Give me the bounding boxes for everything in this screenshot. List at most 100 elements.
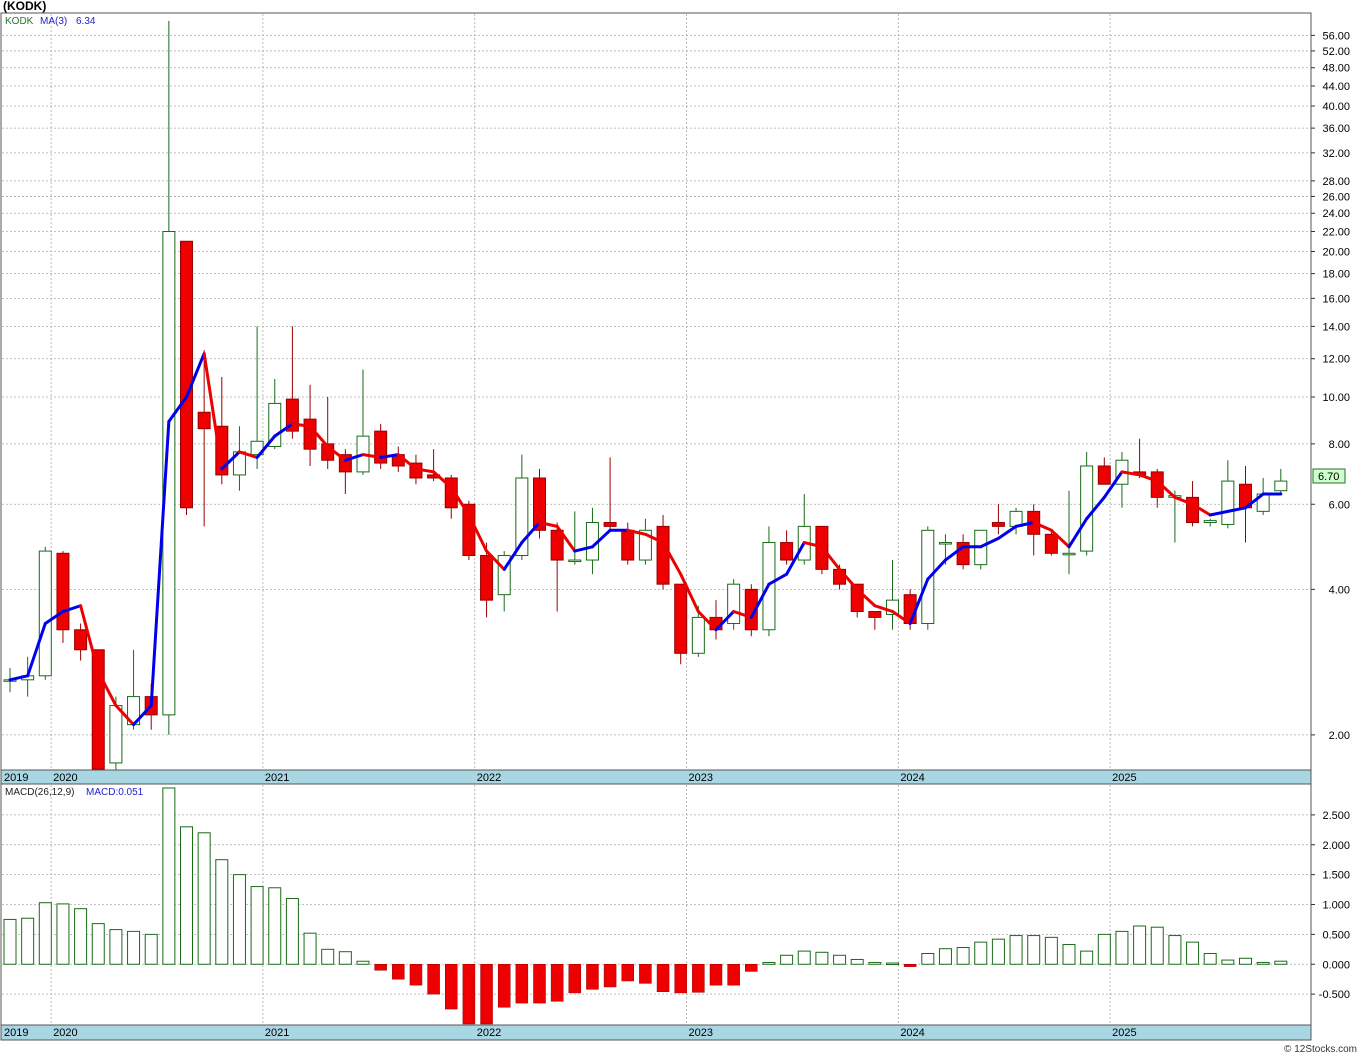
ma-segment — [520, 521, 541, 545]
macd-bar — [38, 902, 52, 965]
macd-bar — [480, 964, 493, 1025]
macd-bar — [232, 874, 246, 965]
candle — [780, 530, 794, 565]
macd-bar — [1168, 935, 1182, 965]
ma-segment — [290, 422, 312, 428]
candle — [638, 518, 652, 565]
macd-bar — [56, 903, 70, 965]
candle — [1009, 507, 1023, 535]
price-tick-label: 26.00 — [1322, 191, 1350, 203]
price-panel-frame — [0, 12, 1312, 785]
candle — [462, 500, 476, 561]
macd-bar — [1133, 925, 1147, 965]
ma-segment — [573, 545, 594, 553]
ma-segment — [485, 549, 506, 571]
candle-body — [868, 610, 882, 618]
ma-segment — [414, 467, 436, 474]
macd-bar — [356, 960, 370, 965]
macd-bar — [903, 964, 917, 967]
candle — [480, 542, 494, 618]
macd-bar — [392, 964, 405, 980]
ma-segment — [820, 545, 842, 571]
macd-bar — [727, 964, 740, 986]
candle-body — [1221, 480, 1235, 525]
ma-segment — [114, 704, 136, 727]
ma-segment — [732, 609, 753, 619]
price-tick-label: 8.00 — [1329, 439, 1350, 451]
ma-segment — [943, 545, 965, 562]
macd-bar — [1062, 944, 1076, 965]
candle-body — [656, 525, 670, 585]
ma-segment — [1155, 479, 1177, 499]
candle — [744, 584, 758, 637]
price-tick-label: 52.00 — [1322, 46, 1350, 58]
ma-segment — [1208, 509, 1230, 517]
price-tick-label: 24.00 — [1322, 208, 1350, 220]
macd-bar — [886, 962, 899, 966]
ma-segment — [1138, 473, 1159, 483]
macd-bar — [1239, 957, 1252, 965]
ma-segment — [538, 521, 559, 528]
price-tick-label: 32.00 — [1322, 148, 1350, 160]
macd-bar — [674, 964, 687, 994]
macd-tick-label: 2.000 — [1322, 840, 1350, 852]
macd-bar — [974, 941, 988, 965]
candle-body — [568, 559, 582, 563]
ma-segment — [661, 541, 683, 576]
ma-segment — [379, 453, 400, 459]
candle-body — [621, 529, 635, 561]
candle — [533, 468, 546, 539]
candle — [1150, 468, 1164, 508]
ma-segment — [926, 558, 947, 581]
last-price-label: 6.70 — [1318, 471, 1339, 483]
macd-bar — [1044, 936, 1058, 965]
ma-segment — [26, 621, 47, 678]
candle — [991, 504, 1005, 535]
candle — [1044, 530, 1058, 556]
candle — [515, 454, 529, 561]
ma-segment — [838, 567, 859, 591]
ma-segment — [555, 524, 577, 553]
candle-body — [374, 430, 388, 464]
price-x-axis: 2019 2020 2021 2022 2023 2024 2025 — [4, 772, 1137, 784]
macd-bar — [868, 961, 882, 965]
price-year-label: 2019 — [4, 772, 28, 784]
macd-bar — [956, 947, 970, 965]
ma-segment — [1049, 528, 1071, 549]
macd-bar — [321, 948, 335, 965]
macd-panel-frame — [0, 783, 1312, 1041]
macd-tick-label: 1.000 — [1322, 900, 1350, 912]
macd-bar — [1027, 935, 1041, 965]
ma-segment — [996, 524, 1018, 540]
macd-bar — [268, 887, 282, 965]
ma-segment — [785, 541, 806, 576]
macd-bar — [462, 964, 476, 1025]
candle — [974, 529, 988, 570]
macd-bar — [1150, 926, 1164, 965]
ma-segment — [396, 453, 418, 471]
candle-body — [938, 542, 952, 545]
macd-bar — [639, 964, 652, 984]
ma-segment — [1244, 492, 1265, 510]
price-y-axis: 2.00 4.00 6.00 8.00 10.00 12.00 14.00 16.00 18.0… — [1311, 30, 1350, 742]
macd-year-label: 2024 — [900, 1027, 924, 1039]
ma-segment — [502, 541, 524, 571]
price-tick-label: 14.00 — [1322, 321, 1350, 333]
candle-body — [74, 629, 88, 651]
macd-bar — [91, 923, 105, 965]
price-tick-label: 4.00 — [1329, 584, 1350, 596]
macd-bar — [938, 948, 952, 965]
ma-segment — [326, 445, 347, 462]
candle — [1203, 518, 1217, 527]
price-candles — [3, 20, 1288, 782]
price-grid — [2, 14, 1310, 769]
candle — [868, 610, 882, 630]
ma-segment — [361, 453, 383, 459]
candle-body — [38, 550, 52, 677]
candle — [921, 526, 935, 630]
ma-segment — [1067, 517, 1089, 549]
candle — [109, 696, 123, 776]
candle-body — [180, 240, 193, 509]
macd-bar — [1080, 950, 1094, 965]
macd-bar — [338, 951, 352, 965]
